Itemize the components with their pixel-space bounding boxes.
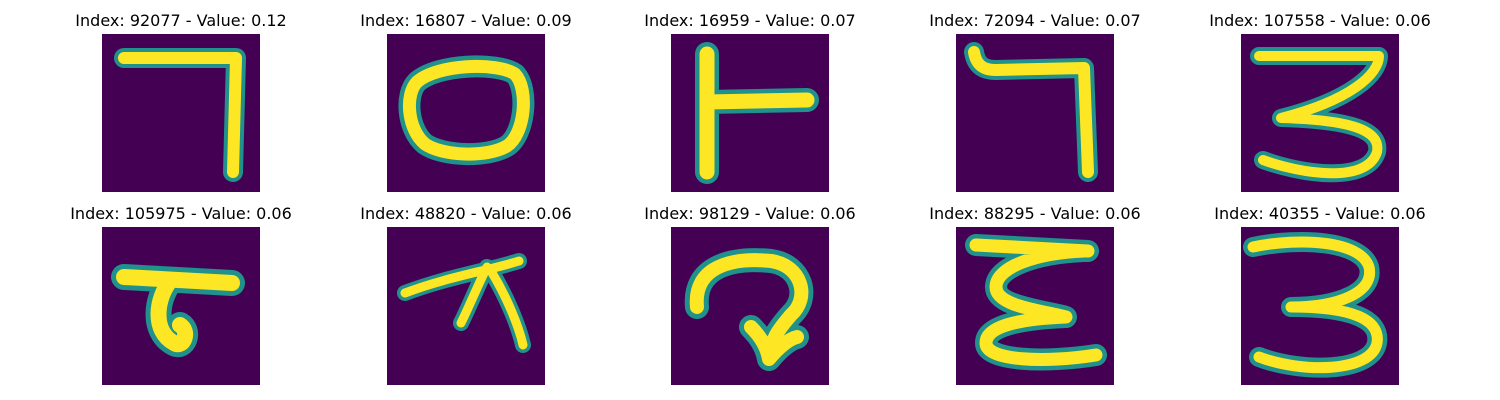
arrow-loop-shape-icon [671,227,829,385]
panel-title: Index: 98129 - Value: 0.06 [590,204,910,224]
image-panel [956,34,1114,192]
t-sideways-shape-icon [671,34,829,192]
image-panel [1241,34,1399,192]
panel-title: Index: 40355 - Value: 0.06 [1160,204,1480,224]
image-panel [102,227,260,385]
three-shape-icon [1241,34,1399,192]
image-panel [102,34,260,192]
image-panel [956,227,1114,385]
image-panel [671,34,829,192]
image-panel [671,227,829,385]
branch-shape-icon [387,227,545,385]
image-panel [1241,227,1399,385]
curl-shape-icon [102,227,260,385]
three-round-shape-icon [1241,227,1399,385]
panel-title: Index: 16959 - Value: 0.07 [590,11,910,31]
panel-title: Index: 107558 - Value: 0.06 [1160,11,1480,31]
seven-shape-icon [102,34,260,192]
image-panel [387,34,545,192]
epsilon-shape-icon [956,227,1114,385]
panel-title: Index: 105975 - Value: 0.06 [21,204,341,224]
panel-title: Index: 88295 - Value: 0.06 [875,204,1195,224]
hooked-seven-shape-icon [956,34,1114,192]
panel-title: Index: 72094 - Value: 0.07 [875,11,1195,31]
panel-title: Index: 92077 - Value: 0.12 [21,11,341,31]
oval-shape-icon [387,34,545,192]
panel-title: Index: 48820 - Value: 0.06 [306,204,626,224]
panel-title: Index: 16807 - Value: 0.09 [306,11,626,31]
image-panel [387,227,545,385]
